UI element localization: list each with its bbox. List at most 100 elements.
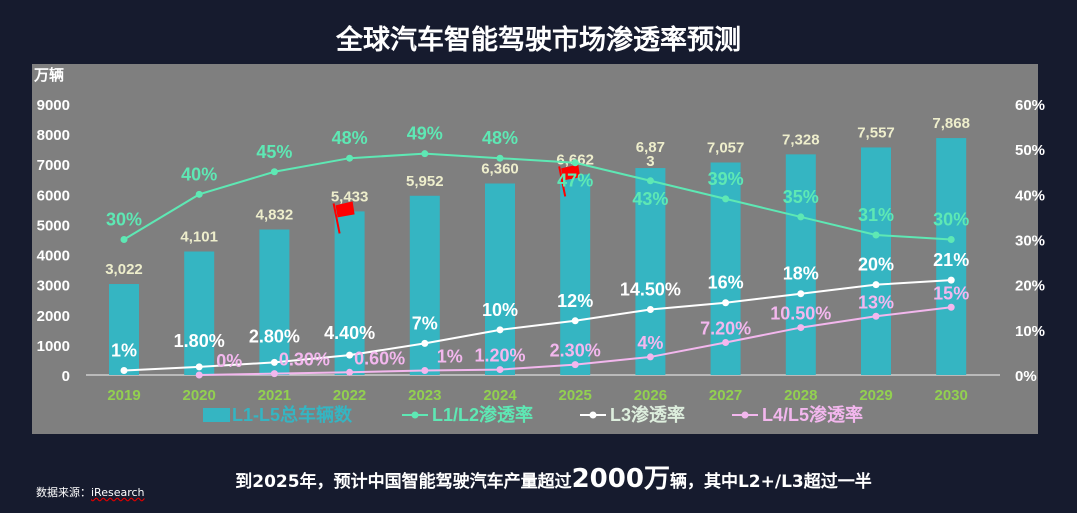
footer-note-suffix: 辆，其中L2+/L3超过一半	[669, 472, 872, 492]
l1l2-point	[346, 154, 354, 162]
y-left-tick: 2000	[37, 308, 70, 325]
bar-label: 7,328	[782, 131, 820, 148]
flag-icon	[561, 164, 581, 181]
l3-point	[947, 276, 955, 284]
l1l2-point	[797, 213, 805, 221]
l3-label: 2.80%	[249, 326, 300, 346]
l3-label: 20%	[858, 255, 894, 275]
l4l5-point	[270, 370, 278, 378]
l3-point	[797, 290, 805, 298]
footer-note: 到2025年，预计中国智能驾驶汽车产量超过2000万辆，其中L2+/L3超过一半	[0, 458, 1077, 495]
l3-point	[872, 281, 880, 289]
x-tick-label: 2026	[634, 387, 667, 404]
l1l2-label: 48%	[332, 128, 368, 148]
bar	[259, 229, 290, 375]
l3-label: 4.40%	[324, 323, 375, 343]
l4l5-label: 2.30%	[550, 341, 601, 361]
y-left-tick: 5000	[37, 217, 70, 234]
l1l2-label: 49%	[407, 124, 443, 144]
l3-line	[123, 279, 952, 372]
l1l2-point	[571, 159, 579, 167]
bar	[334, 211, 365, 375]
x-tick-label: 2027	[709, 387, 742, 404]
x-tick-label: 2030	[935, 387, 968, 404]
flag-pole-icon	[332, 203, 341, 234]
l4l5-point	[947, 303, 955, 311]
bar	[485, 183, 515, 375]
l3-label: 10%	[482, 300, 518, 320]
source-value: iResearch	[91, 486, 145, 499]
bar-label: 6,360	[481, 160, 519, 177]
source-note: 数据来源：iResearch	[36, 484, 145, 500]
y-right-tick: 10%	[1015, 323, 1045, 340]
y-right-tick: 60%	[1015, 97, 1045, 114]
l1l2-label: 47%	[557, 171, 593, 191]
l4l5-point	[571, 361, 579, 369]
l3-label: 14.50%	[620, 280, 681, 300]
footer-note-prefix: 到2025年，预计中国智能驾驶汽车产量超过	[235, 472, 572, 492]
bar-label: 7,868	[932, 115, 970, 132]
l4l5-point	[797, 324, 805, 332]
bar-label: 7,557	[857, 124, 895, 141]
l1l2-label: 35%	[783, 187, 819, 207]
l3-label: 16%	[708, 273, 744, 293]
legend-l4l5-label: L4/L5渗透率	[762, 404, 863, 425]
y-left-tick: 4000	[37, 248, 70, 265]
l4l5-point	[722, 338, 730, 346]
l1l2-label: 31%	[858, 205, 894, 225]
l4l5-point	[346, 368, 354, 376]
bar-label: 4,832	[256, 207, 294, 224]
l3-point	[195, 363, 203, 371]
y-left-tick: 9000	[37, 97, 70, 114]
l4l5-label: 0.30%	[279, 350, 330, 370]
y-left-tick: 7000	[37, 157, 70, 174]
l1l2-label: 30%	[933, 210, 969, 230]
x-tick-label: 2022	[333, 387, 366, 404]
l3-label: 7%	[412, 313, 438, 333]
l3-point	[722, 299, 730, 307]
l1l2-point	[722, 195, 730, 203]
y-axis-unit: 万辆	[33, 66, 64, 84]
x-tick-label: 2021	[258, 387, 291, 404]
x-tick-label: 2028	[784, 387, 817, 404]
l4l5-point	[646, 353, 654, 361]
l4l5-point	[872, 312, 880, 320]
y-right-tick: 0%	[1015, 368, 1037, 385]
y-right-tick: 20%	[1015, 278, 1045, 295]
y-left-tick: 8000	[37, 127, 70, 144]
bar	[109, 284, 139, 375]
legend-bar-label: L1-L5总车辆数	[232, 404, 353, 425]
y-right-tick: 50%	[1015, 142, 1045, 159]
x-tick-label: 2029	[859, 387, 892, 404]
bar-label: 5,433	[331, 188, 369, 205]
bar	[409, 195, 440, 375]
bar	[560, 174, 591, 375]
l1l2-label: 39%	[708, 169, 744, 189]
l1l2-label: 43%	[632, 189, 668, 209]
legend-l1l2-label: L1/L2渗透率	[432, 404, 533, 425]
bar	[936, 138, 967, 375]
l1l2-label: 48%	[482, 128, 518, 148]
l4l5-label: 0.60%	[354, 348, 405, 368]
footer-note-big: 2000万	[571, 464, 670, 494]
flag-pole-icon	[558, 166, 567, 197]
l3-point	[646, 306, 654, 314]
y-left-tick: 6000	[37, 187, 70, 204]
l3-point	[421, 339, 429, 347]
bar-label: 7,057	[707, 140, 745, 157]
l1l2-point	[195, 190, 203, 198]
l4l5-label: 0%	[216, 351, 242, 371]
l4l5-label: 4%	[637, 333, 663, 353]
l1l2-line	[123, 152, 952, 241]
l3-label: 1.80%	[174, 331, 225, 351]
y-left-tick: 0	[62, 368, 70, 385]
l3-point	[346, 351, 354, 359]
l4l5-point	[421, 366, 429, 374]
l1l2-point	[270, 168, 278, 176]
y-right-tick: 40%	[1015, 187, 1045, 204]
l4l5-point	[195, 371, 203, 379]
l1l2-label: 40%	[181, 164, 217, 184]
l1l2-label: 45%	[256, 142, 292, 162]
x-tick-label: 2024	[483, 387, 517, 404]
